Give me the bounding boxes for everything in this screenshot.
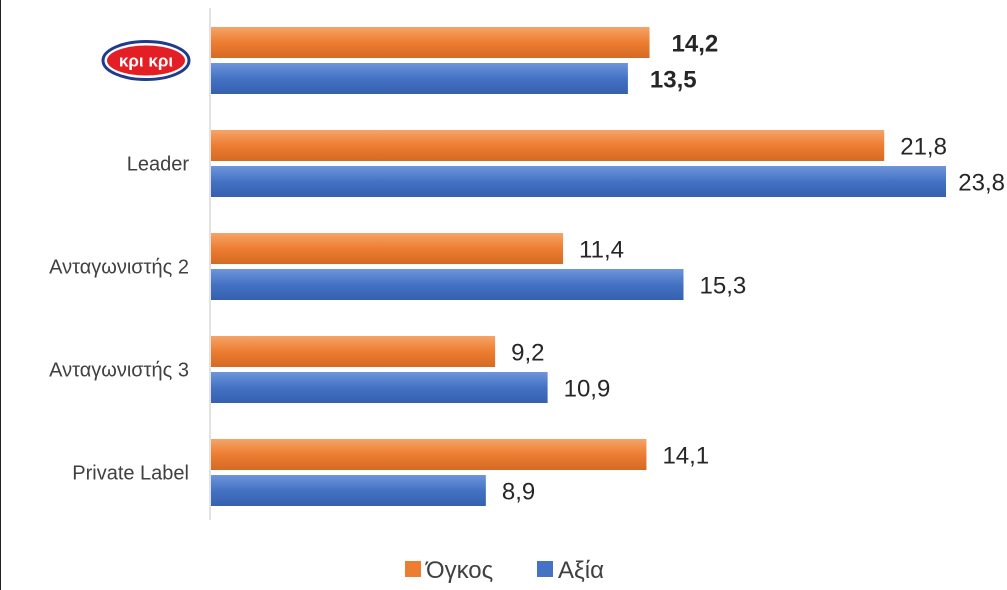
data-label: 14,1 bbox=[662, 443, 709, 470]
bar-ogkos bbox=[211, 336, 496, 367]
bar-axia bbox=[211, 63, 628, 94]
legend-label-ogkos: Όγκος bbox=[425, 557, 493, 584]
bar-axia bbox=[211, 372, 548, 403]
bar-ogkos bbox=[211, 439, 647, 470]
category-label: Ανταγωνιστής 2 bbox=[49, 257, 189, 279]
bar-ogkos bbox=[211, 130, 885, 161]
bar-ogkos bbox=[211, 27, 650, 58]
data-label: 13,5 bbox=[650, 67, 697, 94]
legend-label-axia: Αξία bbox=[558, 557, 604, 584]
bar-axia bbox=[211, 166, 946, 197]
data-label: 14,2 bbox=[672, 31, 719, 58]
data-label: 9,2 bbox=[511, 340, 544, 367]
category-label: Private Label bbox=[72, 463, 189, 485]
legend-swatch-ogkos bbox=[405, 561, 421, 577]
bar-ogkos bbox=[211, 233, 564, 264]
category-label: Ανταγωνιστής 3 bbox=[49, 360, 189, 382]
data-label: 15,3 bbox=[700, 273, 747, 300]
category-label: Leader bbox=[127, 154, 190, 176]
bar-axia bbox=[211, 269, 684, 300]
data-label: 21,8 bbox=[900, 134, 947, 161]
data-label: 23,8 bbox=[958, 170, 1005, 197]
data-label: 10,9 bbox=[564, 376, 611, 403]
data-label: 8,9 bbox=[502, 479, 535, 506]
data-label: 11,4 bbox=[579, 237, 624, 264]
legend-swatch-axia bbox=[537, 561, 553, 577]
kri-kri-logo-text: κρι κρι bbox=[119, 52, 173, 71]
bar-axia bbox=[211, 475, 486, 506]
kri-kri-logo: κρι κρι bbox=[101, 40, 191, 81]
